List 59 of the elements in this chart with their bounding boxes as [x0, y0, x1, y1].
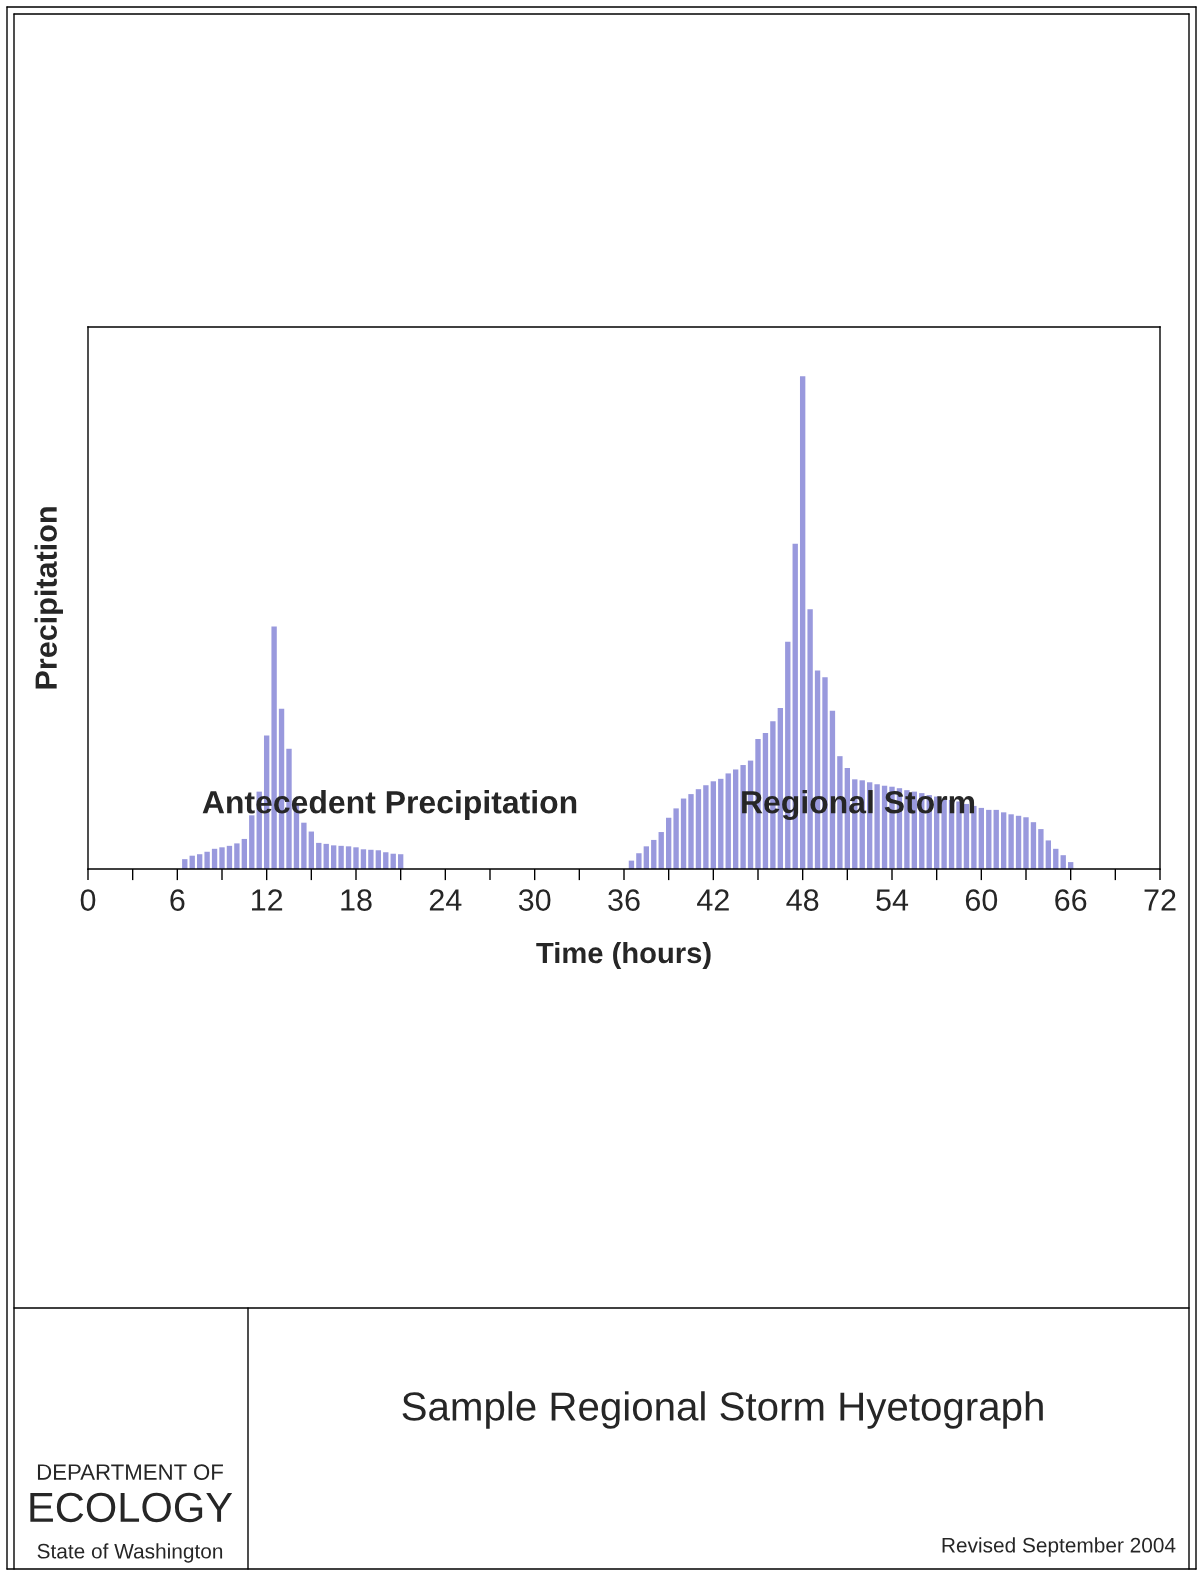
- y-axis-title: Precipitation: [34, 507, 63, 689]
- bar: [643, 846, 650, 869]
- bar: [636, 853, 642, 869]
- bar: [241, 838, 248, 869]
- bar: [308, 831, 315, 869]
- bar: [301, 822, 307, 869]
- bar: [338, 845, 344, 869]
- bar: [249, 815, 255, 869]
- x-tick-label: 0: [80, 889, 96, 911]
- bar: [1045, 840, 1052, 869]
- bar: [1008, 814, 1014, 869]
- bar: [353, 847, 359, 869]
- bar: [658, 832, 664, 869]
- x-tick-label: 24: [429, 889, 462, 911]
- bar: [1023, 817, 1029, 869]
- x-tick-label: 36: [608, 889, 640, 911]
- bar: [368, 849, 374, 869]
- text: State of Washington: [37, 1543, 223, 1563]
- bar: [993, 809, 999, 869]
- bar: [375, 850, 382, 869]
- x-tick-label: 66: [1055, 889, 1087, 911]
- text: Sample Regional Storm Hyetograph: [402, 1391, 1043, 1429]
- bar: [703, 785, 709, 869]
- bar: [718, 778, 724, 869]
- bar: [710, 781, 717, 869]
- bar: [219, 847, 225, 869]
- text: ECOLOGY: [30, 1492, 233, 1523]
- bar: [688, 794, 694, 869]
- bar: [330, 845, 337, 869]
- bar: [360, 849, 367, 869]
- x-tick-label: 18: [341, 889, 372, 911]
- bar: [234, 843, 240, 869]
- text: Revised September 2004: [942, 1537, 1176, 1557]
- x-tick-label: 60: [965, 889, 998, 911]
- bar: [978, 807, 985, 869]
- bar: [725, 773, 731, 869]
- x-tick-label: 72: [1144, 889, 1176, 911]
- bar: [345, 846, 352, 869]
- x-tick-label: 30: [518, 889, 551, 911]
- text: DEPARTMENT OF: [37, 1464, 223, 1480]
- bar: [732, 769, 739, 869]
- bar: [665, 817, 672, 869]
- bar: [673, 808, 679, 869]
- bar: [1015, 815, 1022, 869]
- annotation: Antecedent Precipitation: [202, 790, 577, 820]
- bar: [1030, 822, 1037, 869]
- x-tick-label: 48: [786, 889, 819, 911]
- bar: [680, 798, 687, 869]
- x-tick-label: 12: [252, 889, 283, 911]
- x-axis-title: Time (hours): [536, 941, 711, 970]
- x-tick-label: 6: [170, 889, 185, 911]
- bar: [204, 851, 210, 869]
- bar: [986, 809, 992, 869]
- bar: [651, 839, 657, 869]
- x-tick-label: 54: [876, 889, 909, 911]
- x-tick-label: 42: [697, 889, 729, 911]
- bar: [695, 789, 702, 869]
- bar: [1000, 812, 1007, 869]
- bar: [1038, 829, 1044, 869]
